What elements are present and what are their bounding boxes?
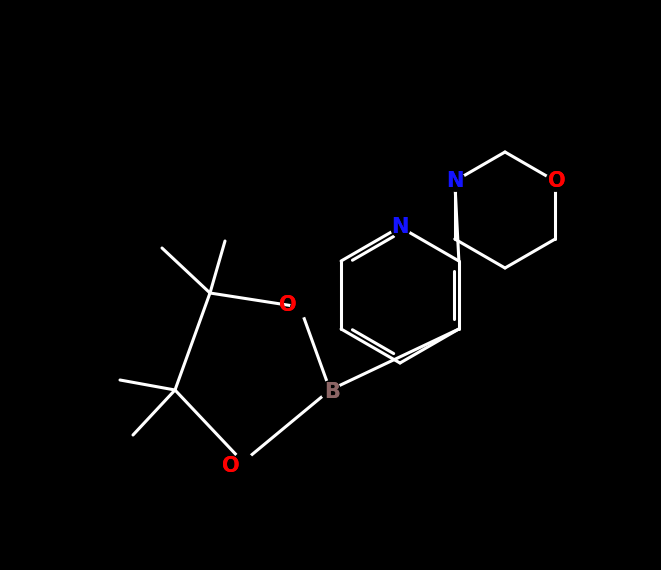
Text: B: B xyxy=(324,382,340,402)
Text: N: N xyxy=(391,217,408,237)
Text: B: B xyxy=(324,382,340,402)
Text: O: O xyxy=(279,295,297,315)
Text: N: N xyxy=(446,171,463,191)
Text: O: O xyxy=(222,456,240,476)
Text: N: N xyxy=(446,171,463,191)
Text: O: O xyxy=(279,295,297,315)
Text: O: O xyxy=(222,456,240,476)
Text: O: O xyxy=(549,171,566,191)
Text: N: N xyxy=(391,217,408,237)
Text: O: O xyxy=(549,171,566,191)
